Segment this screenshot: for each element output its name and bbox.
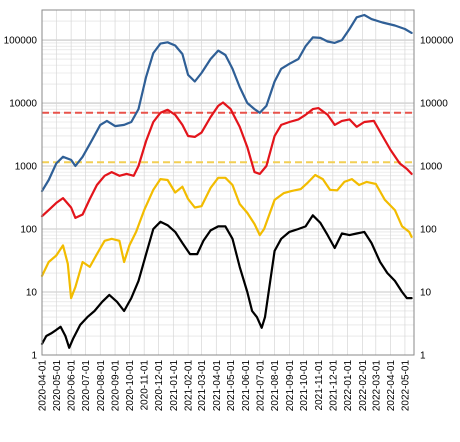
x-tick-label: 2021-10-01: [299, 360, 310, 412]
y-tick-label-right: 100000: [420, 36, 454, 47]
x-tick-label: 2020-10-01: [125, 360, 136, 412]
y-tick-label-left: 10: [26, 288, 38, 299]
x-tick-label: 2020-09-01: [111, 360, 122, 412]
reference-lines: [42, 111, 414, 164]
y-tick-labels: 1 1 10 10 100 100 1000 1000 10000 10000 100000 1000…: [4, 36, 454, 362]
y-tick-label-left: 100000: [4, 36, 38, 47]
x-tick-label: 2020-04-01: [38, 360, 49, 412]
series-line-3: [40, 173, 413, 300]
x-tick-label: 2021-08-01: [270, 360, 281, 412]
x-tick-label: 2021-09-01: [285, 360, 296, 412]
x-tick-label: 2020-07-01: [81, 360, 92, 412]
x-tick-label: 2021-07-01: [255, 360, 266, 412]
y-tick-label-left: 1: [31, 351, 37, 362]
x-tick-label: 2022-01-01: [343, 360, 354, 412]
x-tick-label: 2020-08-01: [96, 360, 107, 412]
y-tick-label-right: 10: [420, 288, 432, 299]
x-tick-label: 2021-12-01: [328, 360, 339, 412]
x-tick-label: 2021-05-01: [226, 360, 237, 412]
y-tick-label-right: 1000: [420, 162, 443, 173]
x-tick-label: 2020-05-01: [52, 360, 63, 412]
x-tick-label: 2022-03-01: [371, 360, 382, 412]
y-tick-label-right: 1: [420, 351, 426, 362]
series-line-4: [40, 214, 413, 349]
x-tick-label: 2021-03-01: [197, 360, 208, 412]
series-layer: [40, 13, 413, 349]
x-tick-label: 2021-02-01: [184, 360, 195, 412]
x-tick-label: 2021-06-01: [241, 360, 252, 412]
y-tick-label-right: 100: [420, 225, 437, 236]
x-tick-label: 2020-12-01: [154, 360, 165, 412]
series-line-1: [40, 13, 413, 193]
plot-frame: [41, 9, 415, 356]
x-tick-label: 2021-01-01: [169, 360, 180, 412]
y-tick-label-left: 1000: [15, 162, 38, 173]
x-tick-label: 2022-02-01: [358, 360, 369, 412]
series-line-2: [40, 101, 413, 219]
x-tick-label: 2022-05-01: [400, 360, 411, 412]
x-tick-label: 2020-11-01: [140, 360, 151, 411]
y-tick-label-left: 100: [20, 225, 37, 236]
x-tick-labels: 2020-04-01 2020-05-01 2020-06-01 2020-07-01…: [38, 360, 412, 412]
x-tick-label: 2020-06-01: [67, 360, 78, 412]
x-tick-label: 2022-04-01: [386, 360, 397, 412]
y-tick-label-left: 10000: [9, 99, 37, 110]
x-tick-label: 2021-04-01: [212, 360, 223, 412]
plot-border: [41, 9, 415, 356]
x-tick-label: 2021-11-01: [314, 360, 325, 411]
y-tick-label-right: 10000: [420, 99, 448, 110]
grid-layer: [41, 9, 414, 356]
